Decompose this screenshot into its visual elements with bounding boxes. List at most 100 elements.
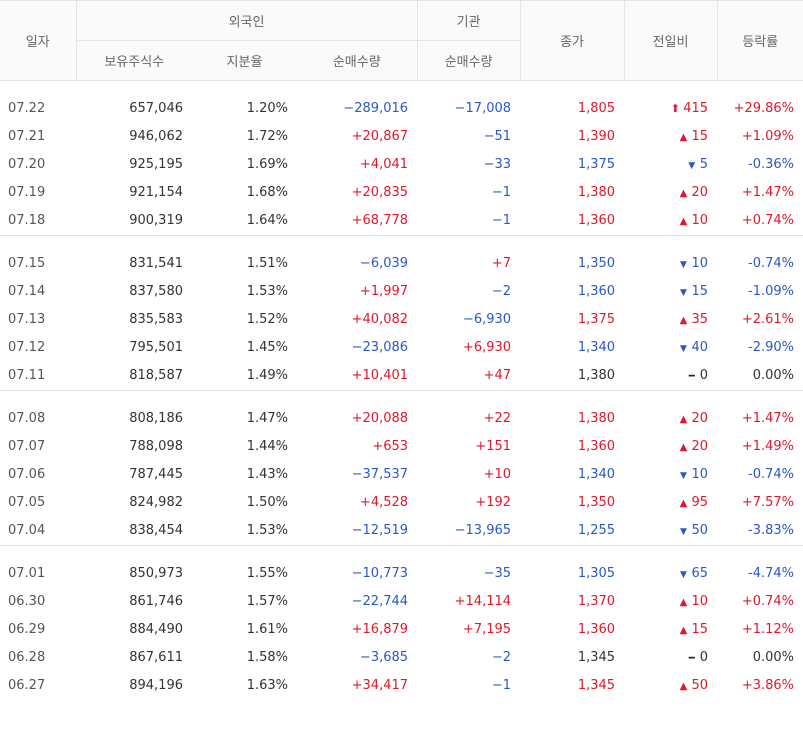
group-spacer [0,391,803,405]
col-holdings-header: 보유주식수 [75,40,192,81]
row-rate: -3.83% [748,522,795,538]
table-row: 07.05 824,982 1.50% +4,528 +192 1,350 95 +7.57% [0,488,803,516]
row-close: 1,350 [577,255,616,271]
row-date: 07.18 [8,212,46,228]
row-change-value: 10 [691,466,709,482]
row-change-value: 0 [699,649,709,665]
row-inst-net: +47 [483,367,512,383]
triangle-up-icon [678,315,688,326]
row-change: 50 [624,671,717,699]
row-holdings: 835,583 [129,311,183,327]
row-change-value: 10 [691,212,709,228]
row-close: 1,360 [577,438,616,454]
row-rate: +0.74% [741,593,795,609]
table-row: 07.18 900,319 1.64% +68,778 −1 1,360 10 +0.74% [0,206,803,234]
row-foreign-net: −22,744 [351,593,409,609]
row-change: 0 [624,361,717,389]
table-row: 06.30 861,746 1.57% −22,744 +14,114 1,370 10 +0… [0,587,803,615]
row-share: 1.57% [246,593,288,609]
row-foreign-net: +4,041 [359,156,409,172]
row-inst-net: +10 [483,466,512,482]
row-change: 20 [624,432,717,460]
row-inst-net: −1 [491,677,512,693]
row-share: 1.43% [246,466,288,482]
row-holdings: 861,746 [129,593,183,609]
row-date: 07.12 [8,339,46,355]
row-foreign-net: +20,867 [351,128,409,144]
row-foreign-net: −10,773 [351,565,409,581]
row-change-value: 415 [683,100,709,116]
row-close: 1,805 [577,100,616,116]
row-change: 95 [624,488,717,516]
row-change: 15 [624,277,717,305]
table-row: 07.07 788,098 1.44% +653 +151 1,360 20 +1.49% [0,432,803,460]
row-close: 1,375 [577,311,616,327]
row-close: 1,360 [577,212,616,228]
row-share: 1.68% [246,184,288,200]
triangle-down-icon [678,470,688,481]
row-close: 1,380 [577,367,616,383]
col-close-header: 종가 [519,0,625,81]
group-divider [0,234,803,236]
row-holdings: 946,062 [129,128,183,144]
row-foreign-net: +653 [372,438,409,454]
col-rate-header: 등락률 [716,0,803,81]
row-holdings: 818,587 [129,367,183,383]
row-date: 07.11 [8,367,46,383]
row-change: 5 [624,150,717,178]
row-holdings: 657,046 [129,100,183,116]
row-holdings: 884,490 [129,621,183,637]
row-foreign-net: −3,685 [359,649,409,665]
group-divider [0,389,803,391]
row-change-value: 40 [691,339,709,355]
col-inst-net-header: 순매수량 [416,40,521,81]
row-holdings: 795,501 [129,339,183,355]
table-row: 07.08 808,186 1.47% +20,088 +22 1,380 20 +1.47% [0,404,803,432]
table-row: 07.06 787,445 1.43% −37,537 +10 1,340 10 -0.74% [0,460,803,488]
row-holdings: 831,541 [129,255,183,271]
row-rate: +3.86% [741,677,795,693]
row-change: 20 [624,404,717,432]
row-holdings: 867,611 [129,649,183,665]
table-row: 07.01 850,973 1.55% −10,773 −35 1,305 65 -4.74% [0,559,803,587]
row-close: 1,350 [577,494,616,510]
row-inst-net: −6,930 [462,311,512,327]
row-share: 1.47% [246,410,288,426]
row-change-value: 15 [691,128,709,144]
dash-icon [687,653,697,664]
row-inst-net: −35 [483,565,512,581]
row-share: 1.49% [246,367,288,383]
row-foreign-net: +4,528 [359,494,409,510]
row-date: 07.13 [8,311,46,327]
row-date: 07.19 [8,184,46,200]
row-holdings: 838,454 [129,522,183,538]
row-close: 1,380 [577,410,616,426]
row-change-value: 15 [691,283,709,299]
row-holdings: 900,319 [129,212,183,228]
row-foreign-net: +40,082 [351,311,409,327]
triangle-up-icon [678,442,688,453]
row-close: 1,380 [577,184,616,200]
row-inst-net: −13,965 [454,522,512,538]
triangle-up-icon [678,597,688,608]
row-rate: +29.86% [733,100,795,116]
triangle-up-icon [678,132,688,143]
row-date: 06.28 [8,649,46,665]
triangle-up-icon [678,498,688,509]
row-holdings: 824,982 [129,494,183,510]
table-row: 07.13 835,583 1.52% +40,082 −6,930 1,375 35 +2.… [0,305,803,333]
row-holdings: 925,195 [129,156,183,172]
row-change-value: 95 [691,494,709,510]
row-close: 1,345 [577,677,616,693]
row-date: 06.30 [8,593,46,609]
row-foreign-net: −12,519 [351,522,409,538]
table-row: 07.04 838,454 1.53% −12,519 −13,965 1,255 50 -3… [0,516,803,544]
table-row: 06.27 894,196 1.63% +34,417 −1 1,345 50 +3.86% [0,671,803,699]
row-change: 10 [624,249,717,277]
row-change-value: 50 [691,522,709,538]
row-rate: +1.09% [741,128,795,144]
group-spacer [0,81,803,95]
triangle-down-icon [687,160,697,171]
row-rate: -0.74% [748,255,795,271]
row-inst-net: +192 [475,494,512,510]
